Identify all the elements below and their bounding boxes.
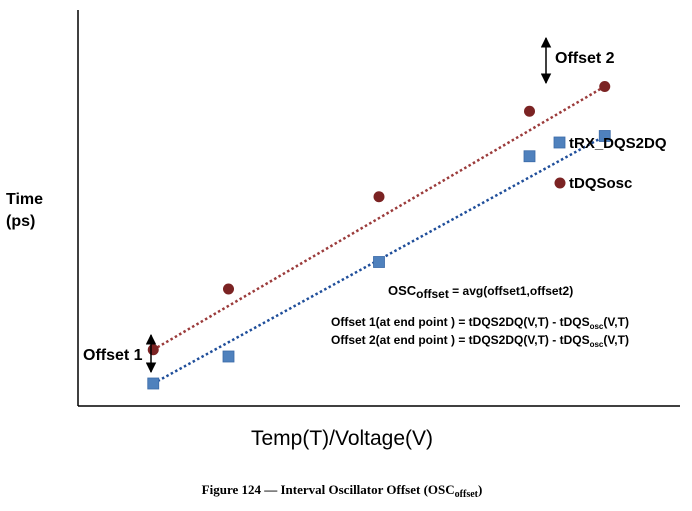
offset-1-equation: Offset 1(at end point ) = tDQS2DQ(V,T) -… xyxy=(331,315,629,331)
trend-line-tdqsosc xyxy=(152,85,606,351)
point-trx-dqs2dq-2 xyxy=(222,350,235,363)
offset-2-equation-a: Offset 2(at end point ) = tDQS2DQ(V,T) -… xyxy=(331,333,590,347)
osc-equation-main: OSC xyxy=(388,283,417,298)
osc-equation-rhs: = avg(offset1,offset2) xyxy=(449,284,573,298)
y-axis-label-line-1: Time xyxy=(6,191,43,208)
point-trx-dqs2dq-1 xyxy=(147,377,160,390)
caption-sub: offset xyxy=(455,489,479,500)
legend-label-tdqsosc: tDQSosc xyxy=(569,175,632,192)
figure-caption: Figure 124 — Interval Oscillator Offset … xyxy=(202,482,483,500)
offset-1-equation-a: Offset 1(at end point ) = tDQS2DQ(V,T) -… xyxy=(331,315,590,329)
point-tdqsosc-1 xyxy=(147,344,159,356)
legend-label-trx-dqs2dq: tRX_DQS2DQ xyxy=(569,135,667,152)
osc-equation-sub: offset xyxy=(416,287,449,301)
legend-marker-trx-dqs2dq xyxy=(553,136,566,149)
offset-1-equation-sub: osc xyxy=(590,322,604,331)
caption-end: ) xyxy=(478,482,482,497)
point-trx-dqs2dq-5 xyxy=(598,130,611,142)
x-axis-label: Temp(T)/Voltage(V) xyxy=(251,427,433,450)
point-trx-dqs2dq-3 xyxy=(373,256,385,268)
point-tdqsosc-5 xyxy=(599,81,611,92)
offset-2-label: Offset 2 xyxy=(555,50,615,67)
osc-offset-equation: OSCoffset = avg(offset1,offset2) xyxy=(388,283,573,301)
offset-2-equation: Offset 2(at end point ) = tDQS2DQ(V,T) -… xyxy=(331,333,629,349)
point-trx-dqs2dq-4 xyxy=(523,150,536,163)
legend: tRX_DQS2DQ tDQSosc xyxy=(553,135,667,192)
caption-main: Figure 124 — Interval Oscillator Offset … xyxy=(202,482,455,497)
point-tdqsosc-3 xyxy=(373,191,385,203)
offset-2-equation-sub: osc xyxy=(590,340,604,349)
offset-1-equation-b: (V,T) xyxy=(603,315,629,329)
y-axis-label-line-2: (ps) xyxy=(6,213,35,230)
offset-2-equation-b: (V,T) xyxy=(603,333,629,347)
offset-1-label: Offset 1 xyxy=(83,347,143,364)
point-tdqsosc-2 xyxy=(223,283,234,295)
legend-marker-tdqsosc xyxy=(554,177,566,189)
point-tdqsosc-4 xyxy=(524,105,535,117)
